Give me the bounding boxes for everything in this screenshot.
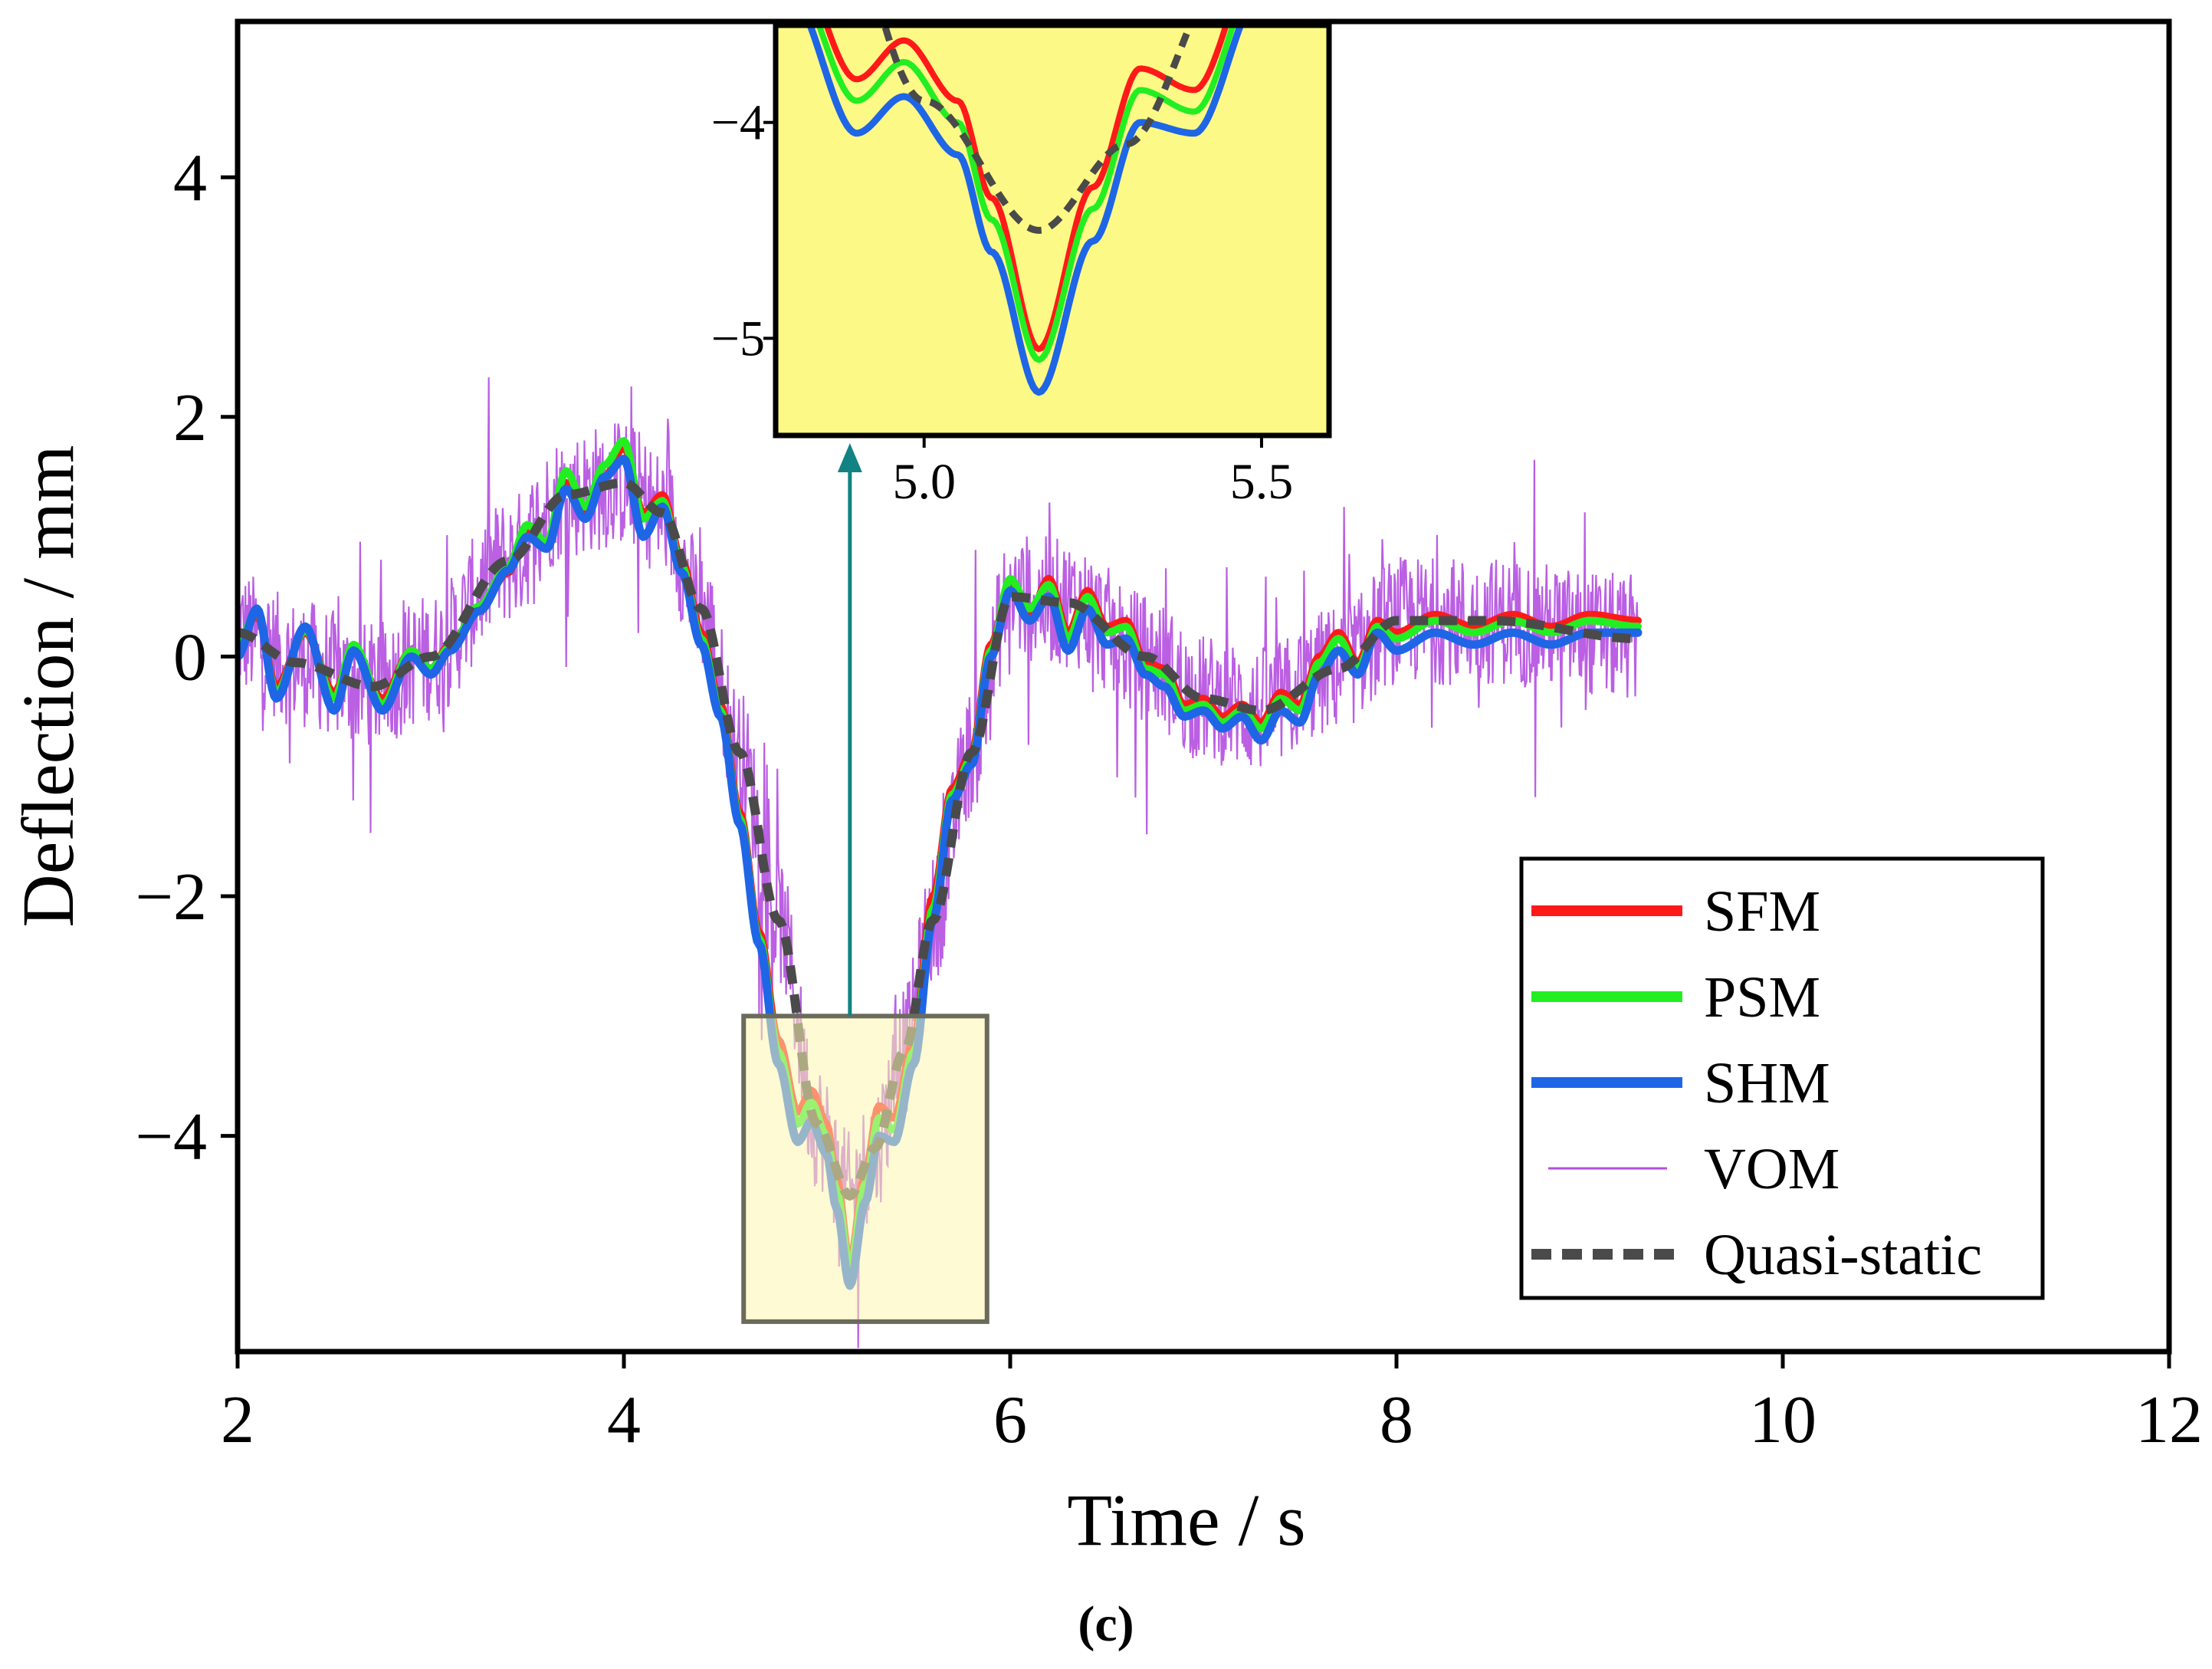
y-tick-label: 4 [173,141,207,215]
legend-label-psm: PSM [1704,965,1820,1030]
inset-y-tick-label: −4 [711,95,765,151]
y-tick-label: −4 [135,1100,207,1175]
inset-series-sfm-line [823,25,1229,353]
panel-caption: (c) [1078,1596,1134,1652]
inset-series-psm-line [816,25,1236,363]
x-tick-label: 10 [1749,1383,1817,1457]
y-tick-label: 2 [173,381,207,455]
x-tick-label: 6 [993,1383,1027,1457]
inset-series-quasi-static-line [881,25,1194,235]
legend-label-vom: VOM [1704,1137,1840,1201]
inset-x-tick-label: 5.0 [892,454,956,510]
inset-frame [773,22,1332,439]
x-tick-label: 4 [607,1383,641,1457]
zoom-region-box [741,1014,989,1324]
main-data-layer [238,377,1643,1349]
x-tick-label: 8 [1380,1383,1413,1457]
x-tick-label: 12 [2135,1383,2203,1457]
x-axis-label: Time / s [1067,1479,1305,1561]
main-ticks: 2 4 6 8 10 12 −4 −2 0 2 4 [135,141,2203,1457]
inset-chart: 5.0 5.5 −4 −5 [711,22,1332,510]
inset-data-layer [806,25,1245,396]
inset-series-shm-line [806,25,1245,396]
legend-label-shm: SHM [1704,1051,1830,1115]
plot-frame [235,18,2172,1355]
zoom-arrow [837,443,862,1017]
legend-label-quasi-static: Quasi-static [1704,1223,1982,1287]
inset-ticks: 5.0 5.5 −4 −5 [711,95,1293,510]
legend-label-sfm: SFM [1704,879,1820,944]
y-axis-label: Deflection / mm [7,445,89,927]
y-tick-label: 0 [173,620,207,695]
inset-x-tick-label: 5.5 [1230,454,1294,510]
y-tick-label: −2 [135,860,207,935]
x-tick-label: 2 [221,1383,254,1457]
inset-y-tick-label: −5 [711,310,765,366]
legend: SFM PSM SHM VOM Quasi-static [1519,856,2045,1300]
